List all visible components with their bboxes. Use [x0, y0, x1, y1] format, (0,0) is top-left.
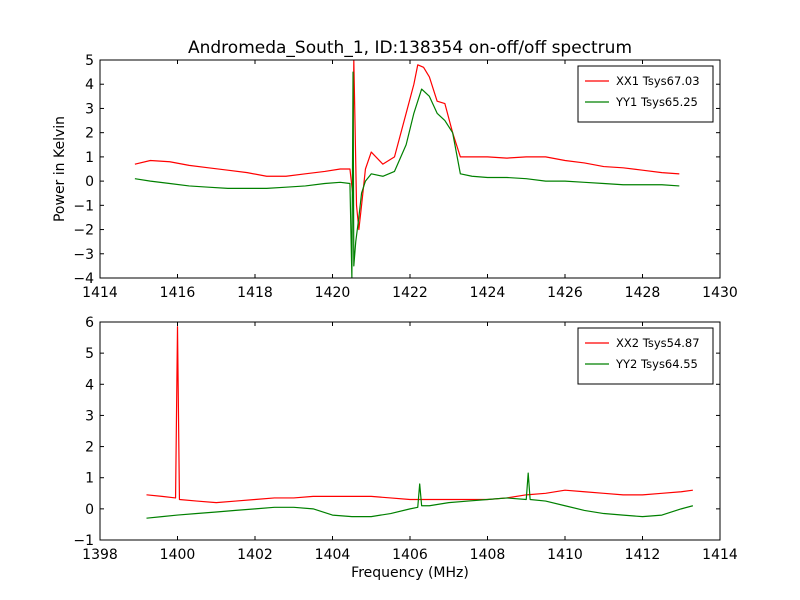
y-tick-label: 4	[85, 377, 94, 393]
y-tick-label: −1	[73, 198, 94, 214]
legend-label: XX1 Tsys67.03	[616, 74, 700, 88]
y-tick-label: 5	[85, 346, 94, 362]
x-tick-label: 1408	[470, 547, 506, 563]
x-tick-label: 1420	[315, 285, 351, 301]
legend-label: YY1 Tsys65.25	[615, 95, 698, 109]
y-tick-label: 1	[85, 150, 94, 166]
y-tick-label: −4	[73, 271, 94, 287]
x-tick-label: 1398	[82, 547, 118, 563]
x-tick-label: 1428	[625, 285, 661, 301]
series-line-1-1	[134, 60, 680, 231]
y-tick-label: −3	[73, 247, 94, 263]
y-tick-label: 0	[85, 502, 94, 518]
x-tick-label: 1426	[547, 285, 583, 301]
x-tick-label: 1402	[237, 547, 273, 563]
x-tick-label: 1416	[160, 285, 196, 301]
x-tick-label: 1424	[470, 285, 506, 301]
y-axis-label: Power in Kelvin	[52, 116, 68, 222]
y-tick-label: 5	[85, 53, 94, 69]
y-tick-label: 0	[85, 174, 94, 190]
y-tick-label: 6	[85, 315, 94, 331]
y-tick-label: 4	[85, 77, 94, 93]
x-tick-label: 1412	[625, 547, 661, 563]
series-line-2-2	[146, 472, 694, 519]
series-line-2-1	[146, 326, 693, 504]
x-tick-label: 1418	[237, 285, 273, 301]
x-axis-label: Frequency (MHz)	[351, 565, 469, 581]
x-tick-label: 1414	[82, 285, 118, 301]
legend-label: XX2 Tsys54.87	[616, 336, 700, 350]
x-tick-label: 1414	[702, 547, 738, 563]
y-tick-label: 3	[85, 101, 94, 117]
y-tick-label: 1	[85, 471, 94, 487]
legend-box	[577, 327, 714, 385]
x-tick-label: 1400	[160, 547, 196, 563]
figure-title: Andromeda_South_1, ID:138354 on-off/off …	[188, 38, 632, 58]
chart-panel-2: 1398 1400 1402 1404 1406 1408 1410 1412 1414 −1 0 1…	[73, 315, 738, 563]
y-tick-label: 3	[85, 408, 94, 424]
series-line-1-2	[134, 71, 680, 278]
x-tick-label: 1406	[392, 547, 428, 563]
x-tick-label: 1410	[547, 547, 583, 563]
y-tick-label: 2	[85, 440, 94, 456]
x-tick-label: 1422	[392, 285, 428, 301]
y-tick-label: 2	[85, 126, 94, 142]
x-tick-label: 1404	[315, 547, 351, 563]
chart-panels: 1414 1416 1418 1420 1422 1424 1426 1428 1430−4−3…	[52, 53, 738, 563]
y-tick-label: −2	[73, 223, 94, 239]
chart-panel-1: 1414 1416 1418 1420 1422 1424 1426 1428 1430−4−3…	[52, 53, 738, 301]
y-tick-label: −1	[73, 533, 94, 549]
legend-box	[577, 65, 714, 123]
x-tick-label: 1430	[702, 285, 738, 301]
legend-label: YY2 Tsys64.55	[615, 357, 698, 371]
